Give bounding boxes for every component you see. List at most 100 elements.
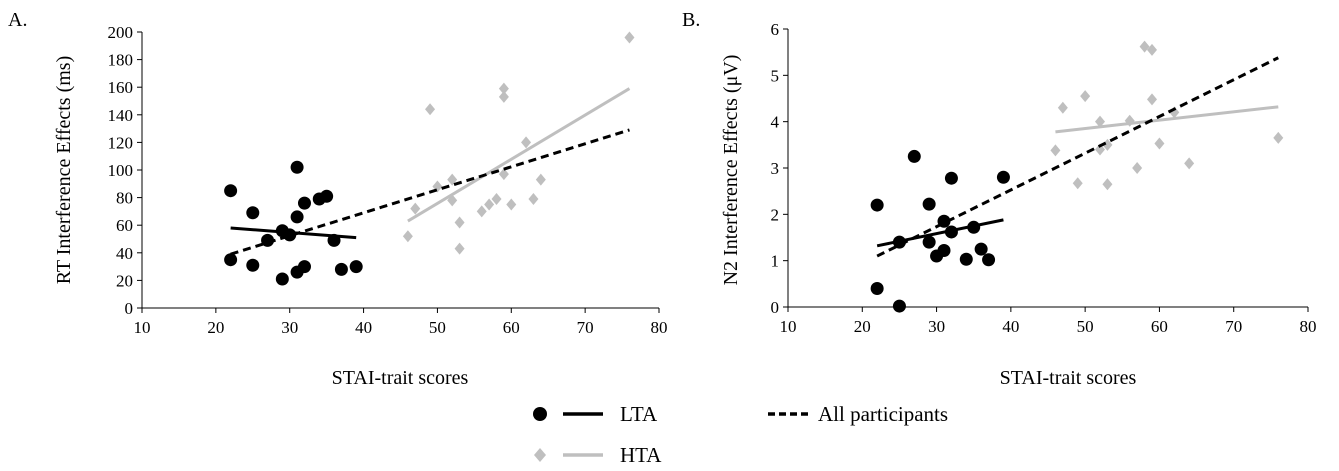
- lta-point: [297, 196, 311, 210]
- lta-point: [907, 149, 921, 163]
- lta-point: [224, 184, 238, 198]
- hta-point: [491, 192, 502, 205]
- panel-a-marks: [224, 31, 635, 286]
- panel-a-label: A.: [8, 9, 27, 31]
- lta-point: [261, 233, 275, 247]
- hta-point: [1050, 144, 1061, 157]
- hta-point: [1273, 131, 1284, 144]
- x-tick-label: 30: [281, 318, 298, 337]
- lta-point: [349, 260, 363, 274]
- hta-point: [454, 216, 465, 229]
- y-tick-label: 40: [116, 244, 133, 263]
- y-tick-label: 0: [771, 298, 780, 317]
- hta-point: [535, 173, 546, 186]
- hta-point: [506, 198, 517, 211]
- x-tick-label: 60: [503, 318, 520, 337]
- panel-b-y-axis-title: N2 Interference Effects (μV): [720, 55, 742, 286]
- hta-point: [1184, 157, 1195, 170]
- y-tick-label: 120: [108, 133, 134, 152]
- legend-hta-marker: [534, 448, 546, 462]
- all-participants-trend-line: [876, 56, 1279, 258]
- hta-point: [624, 31, 635, 44]
- hta-point: [1147, 43, 1157, 56]
- hta-point: [498, 90, 509, 103]
- x-tick-label: 70: [1225, 317, 1242, 336]
- x-tick-label: 20: [207, 318, 224, 337]
- y-tick-label: 20: [116, 271, 133, 290]
- x-tick-label: 60: [1151, 317, 1168, 336]
- hta-point: [1139, 40, 1150, 53]
- x-tick-label: 10: [780, 317, 797, 336]
- y-tick-label: 140: [108, 106, 134, 125]
- lta-point: [996, 170, 1010, 184]
- hta-point: [1147, 93, 1157, 106]
- y-tick-label: 100: [108, 161, 134, 180]
- lta-point: [246, 206, 260, 220]
- lta-point: [275, 272, 289, 286]
- x-tick-label: 30: [928, 317, 945, 336]
- lta-point: [334, 262, 348, 276]
- lta-point: [959, 252, 973, 266]
- lta-point: [290, 160, 304, 174]
- hta-point: [1080, 90, 1091, 103]
- x-tick-label: 80: [651, 318, 668, 337]
- legend: LTA HTA All participants: [533, 402, 948, 467]
- x-tick-label: 50: [1077, 317, 1094, 336]
- hta-point: [1102, 178, 1113, 191]
- hta-point: [454, 242, 465, 255]
- lta-point: [982, 253, 996, 267]
- legend-lta-marker: [533, 407, 547, 421]
- legend-hta-label: HTA: [620, 443, 662, 467]
- lta-point: [870, 198, 884, 212]
- y-tick-label: 60: [116, 216, 133, 235]
- hta-point: [528, 192, 539, 205]
- lta-point: [922, 235, 936, 249]
- y-tick-label: 5: [771, 66, 780, 85]
- hta-point: [425, 103, 436, 116]
- hta-point: [498, 82, 509, 95]
- hta-point: [1057, 101, 1068, 114]
- legend-all-label: All participants: [818, 402, 948, 426]
- lta-point: [892, 299, 906, 313]
- panel-a-ticks: 10 20 30 40 50 60 70 80 0 20 40 60 80 100 120 140 160 180…: [108, 23, 668, 337]
- x-tick-label: 80: [1300, 317, 1317, 336]
- legend-lta-label: LTA: [620, 402, 658, 426]
- hta-point: [476, 205, 487, 218]
- lta-point: [246, 258, 260, 272]
- lta-point: [320, 189, 334, 203]
- panel-b-x-axis-title: STAI-trait scores: [1000, 367, 1137, 389]
- hta-point: [1132, 162, 1143, 174]
- hta-trend-line: [1055, 105, 1279, 134]
- lta-point: [974, 242, 988, 256]
- lta-trend-line: [876, 218, 1004, 248]
- hta-point: [1095, 143, 1105, 156]
- x-tick-label: 40: [1002, 317, 1019, 336]
- lta-point: [290, 210, 304, 224]
- x-tick-label: 50: [429, 318, 446, 337]
- all-participants-trend-line: [230, 128, 630, 256]
- y-tick-label: 180: [108, 51, 134, 70]
- y-tick-label: 0: [125, 299, 134, 318]
- panel-a: A. 10 20 30 40 50 60 70 80 0 20 40 60 80 100 120 140 160…: [8, 9, 668, 389]
- y-tick-label: 160: [108, 78, 134, 97]
- panel-a-x-axis-title: STAI-trait scores: [332, 367, 469, 389]
- lta-point: [870, 281, 884, 295]
- hta-point: [484, 198, 495, 211]
- y-tick-label: 200: [108, 23, 134, 42]
- panel-b-marks: [870, 40, 1284, 313]
- hta-point: [1095, 115, 1105, 128]
- y-tick-label: 80: [116, 189, 133, 208]
- panel-b-ticks: 10 20 30 40 50 60 70 80 0 1 2 3 4 5 6: [771, 20, 1317, 336]
- panel-b-label: B.: [682, 9, 700, 31]
- panel-b: B. 10 20 30 40 50 60 70 80 0 1 2 3 4 5 6 STAI-trait sc…: [682, 9, 1317, 389]
- y-tick-label: 3: [771, 159, 780, 178]
- y-tick-label: 1: [771, 252, 780, 271]
- y-tick-label: 2: [771, 205, 780, 224]
- hta-point: [447, 173, 458, 186]
- x-tick-label: 10: [134, 318, 151, 337]
- hta-point: [521, 136, 532, 149]
- lta-point: [224, 253, 238, 267]
- x-tick-label: 70: [577, 318, 594, 337]
- y-tick-label: 4: [771, 113, 780, 132]
